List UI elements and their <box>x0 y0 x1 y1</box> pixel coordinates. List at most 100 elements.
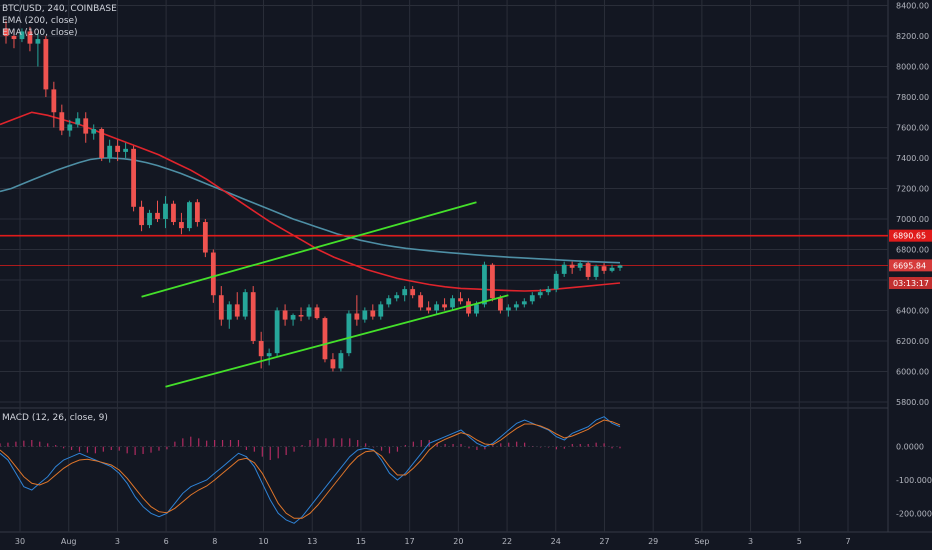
candle-body <box>561 264 567 274</box>
macd-hist-bar <box>587 444 589 447</box>
ema200-line <box>0 157 621 264</box>
macd-hist-bar <box>142 446 144 454</box>
candle-body <box>131 148 136 207</box>
time-tick-label: 22 <box>502 537 512 546</box>
symbol-legend: BTC/USD, 240, COINBASE <box>2 4 117 14</box>
candle-body <box>3 28 9 37</box>
candle-body <box>179 222 184 229</box>
price-tick-label: 7200.00 <box>896 184 929 193</box>
ema-lines <box>0 111 621 292</box>
candle-body <box>298 315 304 317</box>
ema200-legend: EMA (200, close) <box>2 16 78 26</box>
candle-body <box>91 129 97 134</box>
candle-body <box>274 310 280 354</box>
macd-hist-bar <box>261 446 263 457</box>
candle-body <box>569 264 575 268</box>
macd-hist-bar <box>571 444 573 447</box>
candle-body <box>107 145 113 158</box>
price-tick-label: 6000.00 <box>896 367 929 376</box>
macd-hist-bar <box>70 446 73 450</box>
macd-hist-bar <box>396 446 399 452</box>
candle-body <box>354 313 360 320</box>
candle-body <box>617 265 623 268</box>
macd-hist-bar <box>309 440 311 447</box>
macd-hist-bar <box>436 443 438 447</box>
macd-hist-bar <box>317 438 319 447</box>
macd-hist-bar <box>55 445 57 447</box>
candle-body <box>67 124 73 131</box>
time-tick-label: 27 <box>599 537 609 546</box>
price-tag-box <box>889 229 932 242</box>
price-tick-label: 8400.00 <box>896 2 929 11</box>
macd-hist-bar <box>388 446 391 454</box>
macd-hist-bar <box>412 441 414 447</box>
candle-body <box>410 289 416 296</box>
candle-body <box>394 295 400 299</box>
price-tag-label: 6890.65 <box>893 232 926 241</box>
macd-hist-bar <box>206 440 208 447</box>
macd-hist-bar <box>444 444 446 447</box>
price-tick-label: 8000.00 <box>896 63 929 72</box>
candle-body <box>585 263 591 277</box>
time-tick-label: 7 <box>845 537 850 546</box>
macd-tick-label: 0.0000 <box>896 443 924 452</box>
channel-lower-line <box>165 294 509 388</box>
price-tag-box <box>889 259 932 272</box>
candle-body <box>282 310 288 320</box>
macd-hist-bar <box>269 446 271 460</box>
axes: 8400.00 8200.00 8000.00 7800.00 7600.00 7400.… <box>15 2 932 546</box>
macd-hist-bar <box>372 446 375 448</box>
macd-hist-bar <box>150 446 152 453</box>
price-tick-label: 8200.00 <box>896 32 929 41</box>
candle-body <box>434 304 439 311</box>
macd-hist-bar <box>253 446 255 452</box>
macd-hist-bar <box>62 446 65 449</box>
macd-hist-bar <box>102 446 104 452</box>
candle-body <box>163 203 168 219</box>
candle-body <box>577 263 583 268</box>
candle-body <box>27 31 33 44</box>
macd-hist-bar <box>325 438 327 447</box>
macd-hist-bar <box>547 446 550 448</box>
candle-body <box>450 298 455 308</box>
macd-hist-bar <box>492 445 494 447</box>
candle-body <box>99 129 105 158</box>
candle-body <box>386 298 392 305</box>
candle-body <box>83 118 89 134</box>
candle-body <box>171 203 176 223</box>
macd-tick-label: -100.0000 <box>896 476 932 485</box>
candle-body <box>210 252 216 296</box>
macd-hist-bar <box>484 446 486 450</box>
macd-hist-bar <box>539 446 542 448</box>
macd-tick-label: -200.0000 <box>896 509 932 518</box>
time-tick-label: 15 <box>356 537 366 546</box>
macd-hist-bar <box>452 444 454 447</box>
time-tick-label: 10 <box>258 537 268 546</box>
macd-hist-bar <box>78 446 81 452</box>
macd-hist-bar <box>15 441 17 447</box>
candle-body <box>370 310 376 317</box>
candle-body <box>378 304 384 317</box>
candle-body <box>553 273 559 290</box>
macd-hist-bar <box>190 436 192 447</box>
macd-hist-bar <box>333 438 335 447</box>
grid-lines <box>0 0 932 533</box>
candle-body <box>505 307 511 311</box>
macd-hist-bar <box>23 440 25 447</box>
trend-channel[interactable] <box>141 201 509 388</box>
price-tick-label: 5800.00 <box>896 398 929 407</box>
macd-hist-bar <box>214 440 216 447</box>
candle-body <box>609 267 615 271</box>
candle-body <box>266 353 272 357</box>
candle-body <box>139 206 144 226</box>
macd-hist-bar <box>158 446 160 451</box>
candle-body <box>115 145 121 152</box>
candle-body <box>59 112 65 131</box>
horizontal-lines <box>0 234 888 266</box>
candle-body <box>314 307 320 319</box>
macd-hist-bar <box>508 442 510 447</box>
time-tick-label: 20 <box>453 537 463 546</box>
macd-hist-bar <box>118 446 120 451</box>
macd-hist-bar <box>365 443 367 447</box>
